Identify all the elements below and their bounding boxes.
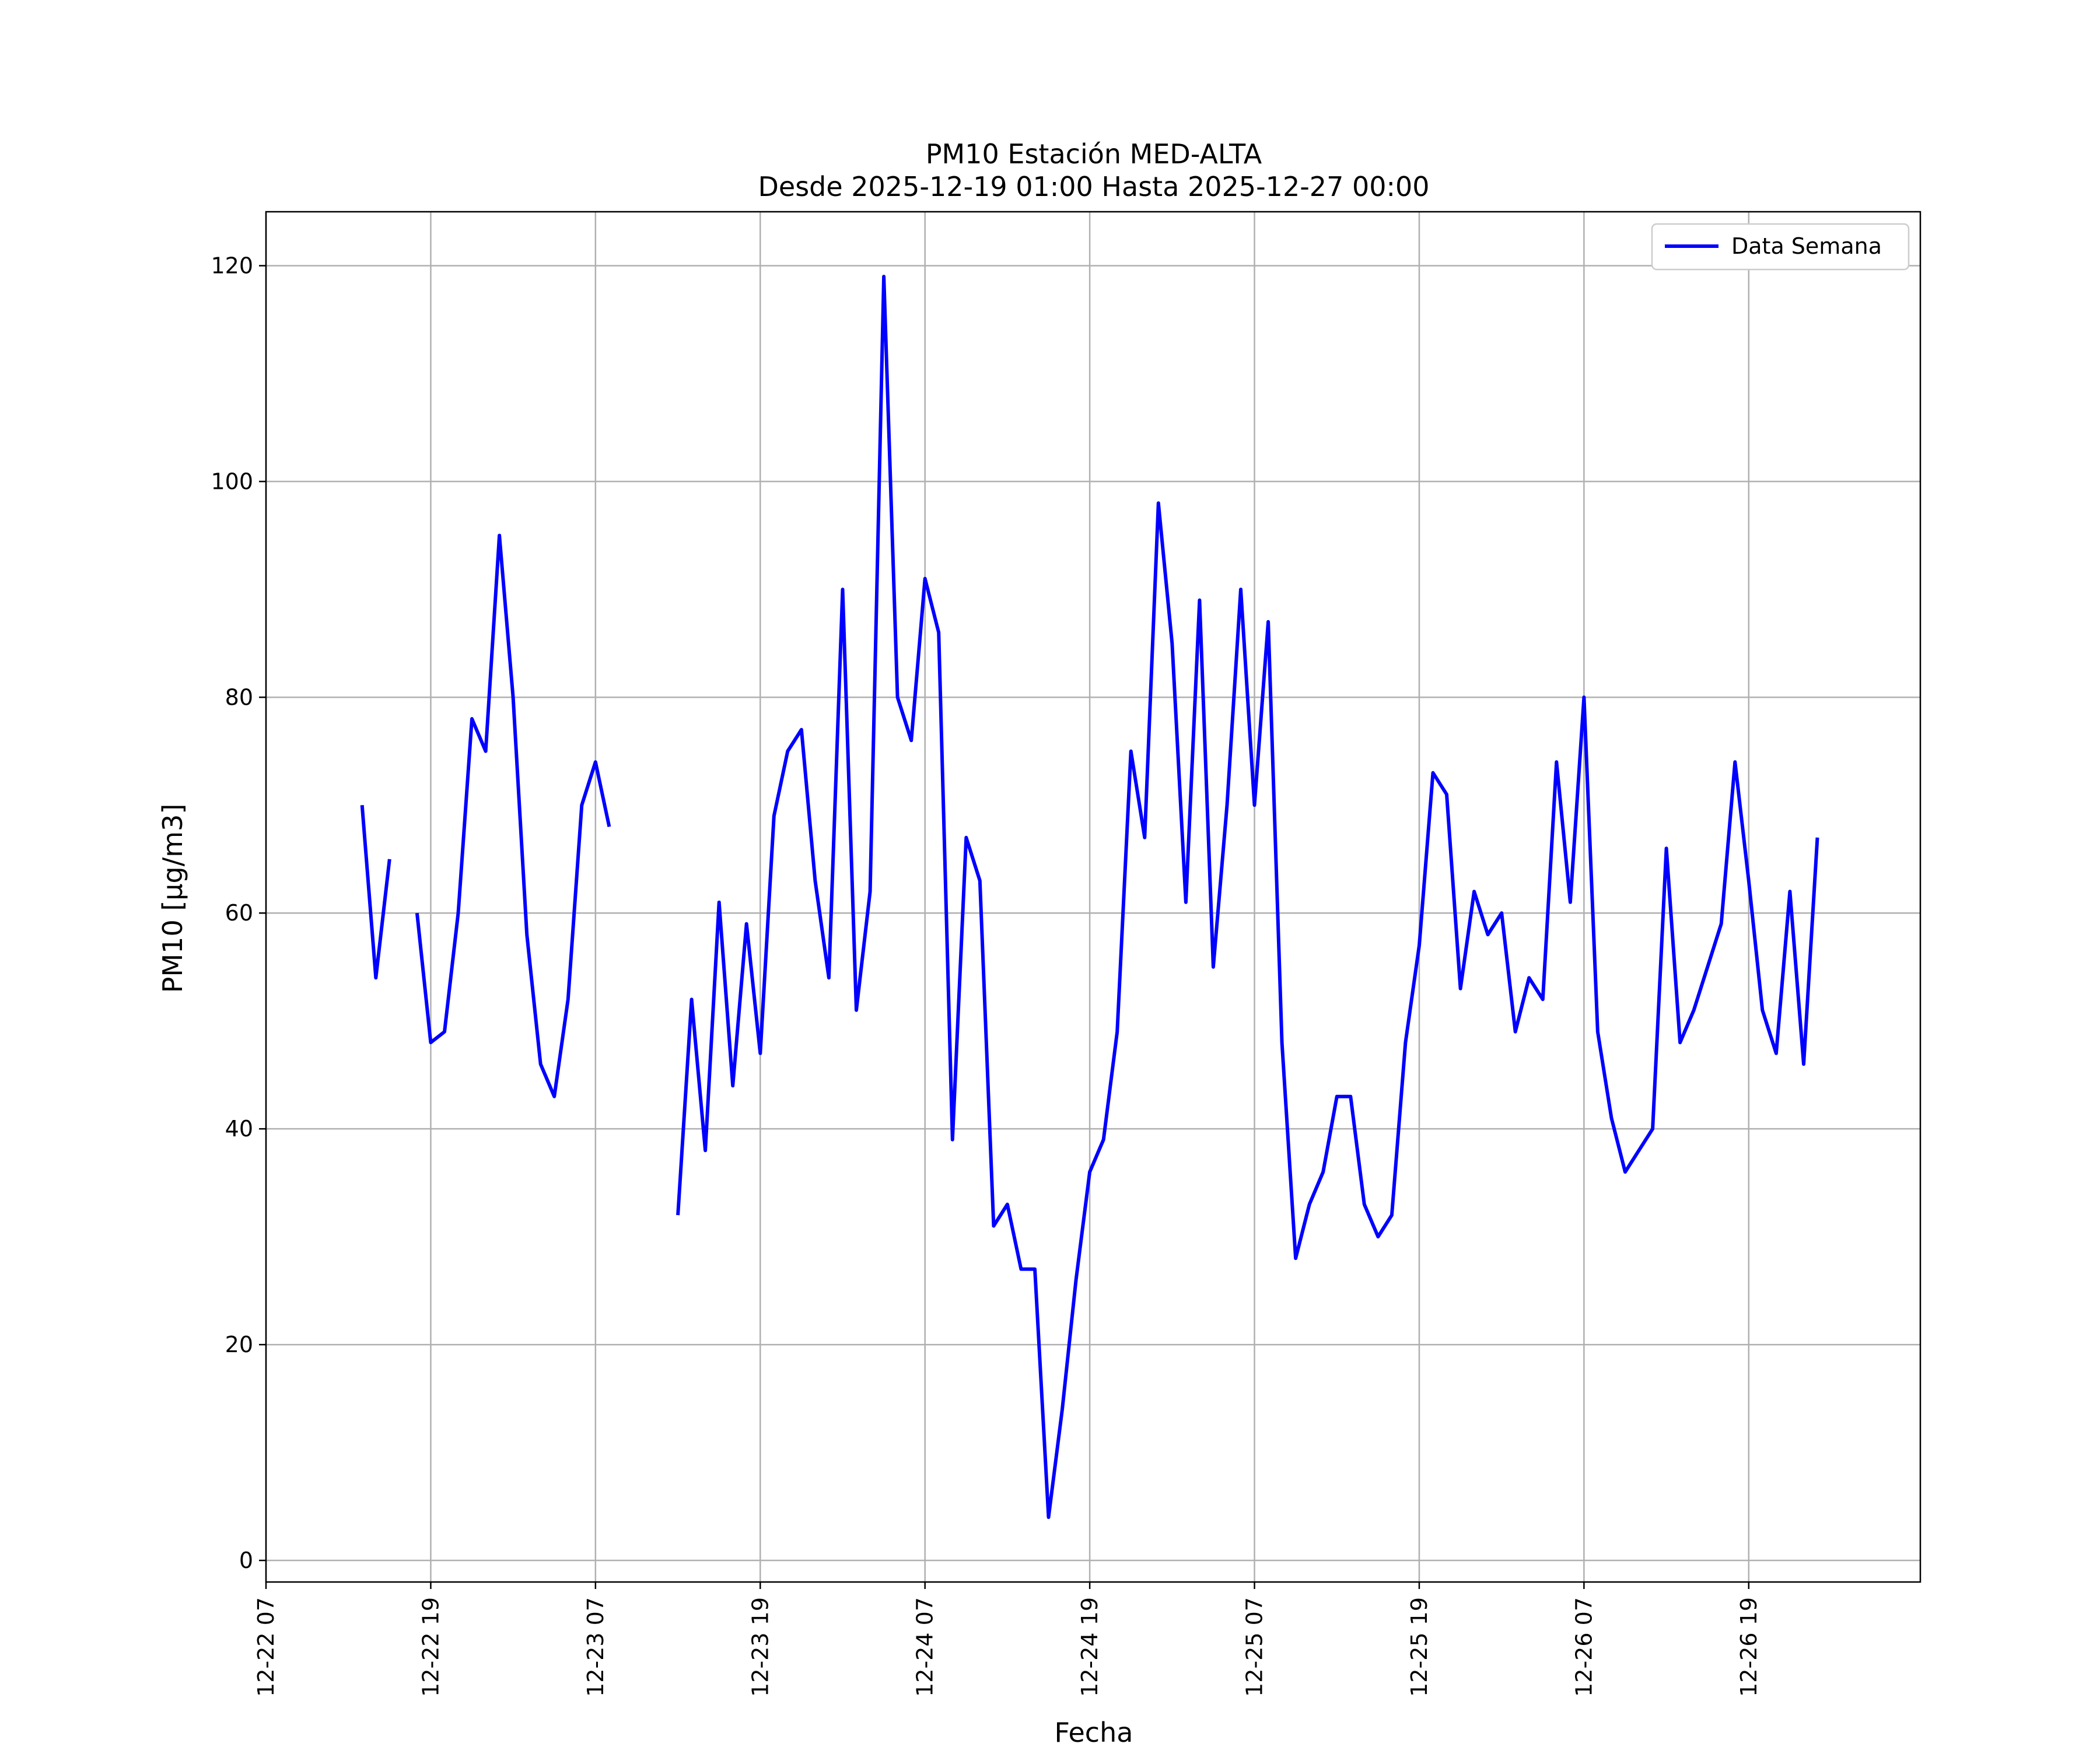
- series-line-segment: [676, 275, 1819, 1519]
- x-tick-label: 12-22 19: [418, 1597, 443, 1697]
- x-axis: 12-22 07 12-22 19 12-23 07 12-23 19 12-24 07…: [253, 1582, 1762, 1697]
- x-tick-label: 12-24 19: [1077, 1597, 1102, 1697]
- x-tick-label: 12-23 07: [583, 1597, 608, 1697]
- series-line-segment: [415, 533, 611, 1098]
- x-tick-label: 12-25 19: [1406, 1597, 1432, 1697]
- chart-subtitle: Desde 2025-12-19 01:00 Hasta 2025-12-27 …: [758, 171, 1429, 202]
- series-line-segment: [360, 805, 391, 980]
- x-tick-label: 12-24 07: [912, 1597, 938, 1697]
- grid: [265, 212, 1920, 1582]
- x-tick-label: 12-26 07: [1571, 1597, 1597, 1697]
- y-tick-label: 0: [239, 1548, 253, 1573]
- y-tick-label: 40: [225, 1116, 253, 1142]
- x-tick-label: 12-25 07: [1242, 1597, 1268, 1697]
- x-tick-label: 12-26 19: [1736, 1597, 1762, 1697]
- legend: Data Semana: [1651, 223, 1910, 271]
- legend-label: Data Semana: [1731, 233, 1882, 259]
- y-tick-label: 20: [225, 1332, 253, 1357]
- y-tick-label: 120: [211, 253, 253, 278]
- x-tick-label: 12-23 19: [747, 1597, 773, 1697]
- legend-box: [1651, 223, 1910, 271]
- plot-frame: [265, 211, 1922, 1583]
- y-axis-label: PM10 [μg/m3]: [157, 804, 188, 993]
- y-axis: 0 20 40 60 80 100 120: [211, 253, 266, 1573]
- chart-title: PM10 Estación MED-ALTA: [926, 138, 1262, 170]
- y-tick-label: 80: [225, 684, 253, 710]
- y-tick-label: 60: [225, 900, 253, 926]
- y-tick-label: 100: [211, 468, 253, 494]
- x-axis-label: Fecha: [1055, 1717, 1133, 1748]
- series-layer: [360, 275, 1819, 1519]
- x-tick-label: 12-22 07: [253, 1597, 279, 1697]
